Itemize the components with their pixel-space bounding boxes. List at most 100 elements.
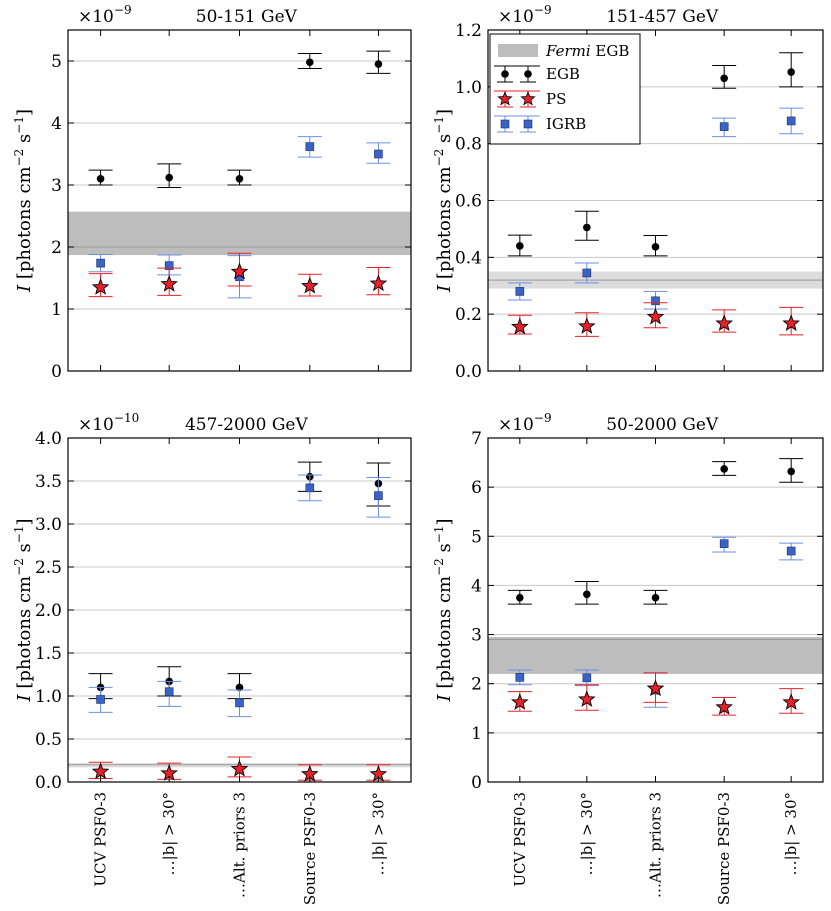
data-point-ps	[230, 759, 249, 777]
y-tick-label: 0.6	[455, 192, 482, 212]
y-tick-label: 1.2	[455, 21, 482, 41]
axes-frame	[67, 29, 412, 372]
data-point-ps	[646, 307, 665, 325]
x-category-label: …|b| > 30°	[369, 792, 387, 875]
legend-label-fermi: Fermi EGB	[545, 42, 629, 60]
y-tick-label: 4.0	[35, 429, 62, 449]
legend-swatch-fermi	[498, 44, 538, 57]
y-tick-label: 1.0	[35, 687, 62, 707]
y-tick-label: 2	[471, 675, 482, 695]
data-point-egb	[165, 173, 173, 182]
data-point-egb	[720, 74, 728, 83]
data-point-igrb	[374, 491, 383, 500]
series-egb	[507, 458, 804, 605]
series-ps	[88, 252, 391, 298]
data-point-egb	[651, 593, 660, 602]
series-ps	[88, 756, 391, 782]
legend-label: PS	[546, 90, 566, 108]
chart-panel-3: 0.0 0.5 1.0 1.5 2.0 2.5 3.0 3.5 4.0 ×10−10 457-200…	[12, 411, 412, 905]
data-point-egb	[583, 590, 591, 599]
legend: Fermi EGB EGB PS IGRB	[489, 33, 641, 145]
y-tick-label: 2	[51, 238, 62, 258]
y-tick-label: 1	[471, 724, 482, 744]
data-point-igrb	[582, 268, 592, 278]
series-egb	[88, 461, 391, 700]
data-point-egb	[516, 593, 524, 602]
data-point-igrb	[305, 483, 315, 493]
chart-panel-2: 0.0 0.2 0.4 0.6 0.8 1.0 1.2 ×10−9 151-457 GeV I […	[432, 3, 824, 382]
y-tick-label: 1.0	[455, 78, 482, 98]
data-point-igrb	[582, 673, 592, 683]
data-point-igrb	[96, 258, 105, 268]
y-tick-label: 0.4	[455, 248, 482, 268]
y-axis-label: I [photons cm−2 s−1]	[12, 109, 35, 293]
y-tick-label: 3.0	[35, 515, 62, 535]
x-category-label: Source PSF0-3	[715, 792, 733, 905]
data-point-ps	[578, 690, 596, 707]
data-point-ps	[715, 698, 733, 715]
chart-panel-4: 0 1 2 3 4 5 6 7 ×10−9 50-2000 GeV I [photons cm−2 …	[432, 411, 824, 905]
x-category-label: …|b| > 30°	[578, 792, 596, 875]
legend-marker-ps	[520, 90, 536, 106]
y-tick-label: 0.5	[35, 730, 62, 750]
legend-marker-igrb	[523, 119, 533, 129]
data-point-igrb	[786, 116, 796, 126]
data-point-ps	[782, 693, 800, 710]
series-igrb	[88, 474, 391, 718]
data-point-igrb	[235, 698, 244, 708]
data-point-ps	[511, 317, 529, 335]
series-ps	[507, 302, 804, 337]
data-point-egb	[787, 467, 795, 476]
data-point-ps	[91, 278, 110, 295]
y-tick-label: 3.5	[35, 472, 62, 492]
axes-frame	[487, 437, 824, 783]
legend-label: EGB	[546, 65, 580, 83]
y-tick-label: 0.0	[455, 362, 482, 382]
y-tick-label: 0	[51, 362, 62, 382]
data-point-ps	[91, 762, 110, 780]
y-tick-label: 2.5	[35, 558, 62, 578]
data-point-igrb	[719, 122, 729, 131]
legend-marker-igrb	[500, 119, 510, 129]
chart-title: 50-151 GeV	[196, 7, 298, 27]
y-tick-label: 0.2	[455, 305, 482, 325]
data-point-ps	[369, 274, 388, 292]
data-point-ps	[646, 679, 665, 697]
y-tick-label: 0	[471, 773, 482, 793]
y-axis-label: I [photons cm−2 s−1]	[432, 519, 455, 703]
chart-title: 457-2000 GeV	[185, 415, 309, 435]
data-point-ps	[301, 276, 319, 294]
data-point-egb	[583, 223, 591, 232]
x-category-label: …Alt. priors 3	[231, 792, 249, 898]
y-tick-label: 1.5	[35, 644, 62, 664]
data-point-ps	[782, 314, 800, 332]
axis-scale-factor: ×10−9	[78, 3, 132, 27]
data-point-igrb	[515, 673, 525, 682]
y-tick-label: 1	[51, 300, 62, 320]
data-point-igrb	[515, 287, 525, 296]
series-igrb	[507, 107, 804, 310]
y-axis-label: I [photons cm−2 s−1]	[432, 109, 455, 293]
y-tick-label: 6	[471, 478, 482, 498]
x-category-label: …|b| > 30°	[160, 792, 178, 875]
series-egb	[88, 50, 391, 188]
chart-title: 151-457 GeV	[606, 7, 719, 27]
data-point-egb	[374, 60, 383, 68]
y-tick-label: 3	[51, 176, 62, 196]
data-point-igrb	[374, 149, 383, 159]
axis-scale-factor: ×10−9	[498, 3, 552, 27]
y-tick-label: 0.8	[455, 135, 482, 155]
data-point-ps	[715, 314, 733, 332]
y-axis-label: I [photons cm−2 s−1]	[12, 519, 35, 703]
chart-panel-1: 0 1 2 3 4 5 ×10−9 50-151 GeV I [photons cm−2 s−1…	[12, 3, 412, 382]
data-point-egb	[720, 465, 728, 473]
data-point-egb	[651, 243, 660, 251]
data-point-ps	[160, 274, 178, 292]
data-point-ps	[511, 693, 529, 710]
data-point-egb	[516, 242, 524, 250]
x-category-label: UCV PSF0-3	[92, 792, 110, 887]
data-point-ps	[230, 262, 249, 280]
fermi-egb-band	[488, 637, 823, 674]
chart-title: 50-2000 GeV	[606, 415, 719, 435]
